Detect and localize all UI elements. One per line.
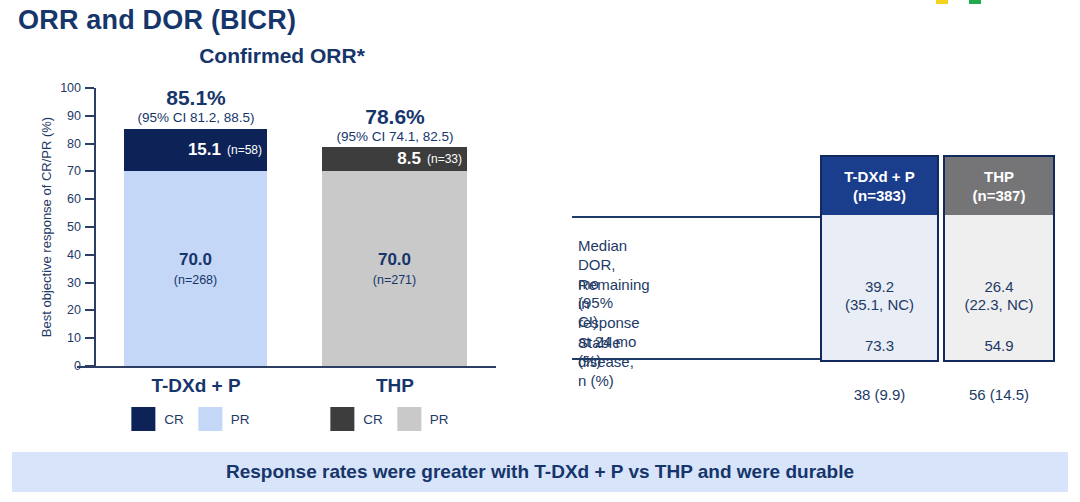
bar-tdxd-p-pr-segment: 70.0 (n=268) (124, 171, 267, 366)
y-tick-label: 0 (43, 358, 81, 374)
x-category-thp: THP (376, 375, 414, 397)
cr-n-count: (n=33) (427, 152, 462, 166)
bar-thp-pr-segment: 70.0 (n=271) (322, 171, 467, 366)
y-tick-label: 50 (43, 219, 81, 235)
legend-thp: CR PR (330, 407, 453, 431)
y-tick-label: 80 (43, 136, 81, 152)
table-column-header: T-DXd + P (n=383) (822, 157, 937, 215)
table-cell: 39.2 (35.1, NC) (822, 278, 937, 314)
y-tick-label: 10 (43, 330, 81, 346)
orr-ci: (95% CI 74.1, 82.5) (336, 128, 453, 145)
y-tick-label: 100 (43, 80, 81, 96)
table-cell: 38 (9.9) (822, 386, 937, 404)
pr-value: 70.0 (179, 250, 212, 270)
key-message-banner: Response rates were greater with T-DXd +… (12, 452, 1068, 492)
y-tick-mark (85, 309, 94, 311)
table-row-label: Stable disease, n (%) (578, 333, 634, 390)
y-tick-mark (85, 170, 94, 172)
legend-swatch-cr (330, 407, 354, 431)
x-axis-line (77, 366, 496, 368)
legend-label-pr: PR (430, 412, 449, 427)
cr-n-count: (n=58) (227, 143, 262, 157)
y-tick-mark (85, 143, 94, 145)
slide: ORR and DOR (BICR) Confirmed ORR* Best o… (0, 0, 1080, 502)
cr-value: 15.1 (188, 140, 221, 160)
table-cell: 73.3 (822, 337, 937, 355)
chart-title: Confirmed ORR* (199, 44, 365, 68)
table-top-rule (572, 216, 820, 218)
table-column-header: THP (n=387) (945, 157, 1053, 215)
y-axis-line (94, 88, 96, 366)
legend-swatch-pr (198, 407, 222, 431)
bar-tdxd-p-cr-segment: 15.1 (n=58) (124, 129, 267, 171)
legend-tdxd-p: CR PR (131, 407, 254, 431)
orr-annotation-thp: 78.6% (95% CI 74.1, 82.5) (336, 106, 453, 145)
y-tick-label: 40 (43, 247, 81, 263)
legend-label-cr: CR (363, 412, 383, 427)
y-tick-mark (85, 365, 94, 367)
orr-ci: (95% CI 81.2, 88.5) (137, 109, 254, 126)
y-tick-mark (85, 87, 94, 89)
cr-value: 8.5 (397, 149, 421, 169)
legend-swatch-pr (397, 407, 421, 431)
y-tick-mark (85, 254, 94, 256)
y-tick-mark (85, 226, 94, 228)
table-cell: 26.4 (22.3, NC) (945, 278, 1053, 314)
table-column-body: 26.4 (22.3, NC) 54.9 56 (14.5) (945, 215, 1053, 360)
table-cell: 54.9 (945, 337, 1053, 355)
pr-n-count: (n=268) (174, 273, 217, 287)
bar-tdxd-p: 15.1 (n=58) 70.0 (n=268) (124, 88, 267, 366)
y-tick-label: 60 (43, 191, 81, 207)
orr-percent: 85.1% (137, 87, 254, 109)
y-tick-mark (85, 282, 94, 284)
logo-fragment-green-icon (969, 0, 981, 4)
page-title: ORR and DOR (BICR) (18, 5, 296, 36)
y-tick-label: 30 (43, 275, 81, 291)
pr-n-count: (n=271) (373, 273, 416, 287)
pr-value: 70.0 (378, 250, 411, 270)
x-category-tdxd-p: T-DXd + P (151, 375, 240, 397)
y-tick-label: 20 (43, 302, 81, 318)
legend-swatch-cr (131, 407, 155, 431)
table-cell: 56 (14.5) (945, 386, 1053, 404)
y-tick-label: 70 (43, 163, 81, 179)
y-tick-mark (85, 115, 94, 117)
legend-label-pr: PR (231, 412, 250, 427)
y-tick-label: 90 (43, 108, 81, 124)
orr-percent: 78.6% (336, 106, 453, 128)
bar-thp-cr-segment: 8.5 (n=33) (322, 147, 467, 171)
table-column-tdxd-p: T-DXd + P (n=383) 39.2 (35.1, NC) 73.3 3… (820, 155, 939, 362)
table-column-thp: THP (n=387) 26.4 (22.3, NC) 54.9 56 (14.… (943, 155, 1055, 362)
y-tick-mark (85, 198, 94, 200)
table-column-body: 39.2 (35.1, NC) 73.3 38 (9.9) (822, 215, 937, 360)
logo-fragment-yellow-icon (936, 0, 948, 4)
legend-label-cr: CR (164, 412, 184, 427)
orr-annotation-tdxd-p: 85.1% (95% CI 81.2, 88.5) (137, 87, 254, 126)
y-tick-mark (85, 337, 94, 339)
